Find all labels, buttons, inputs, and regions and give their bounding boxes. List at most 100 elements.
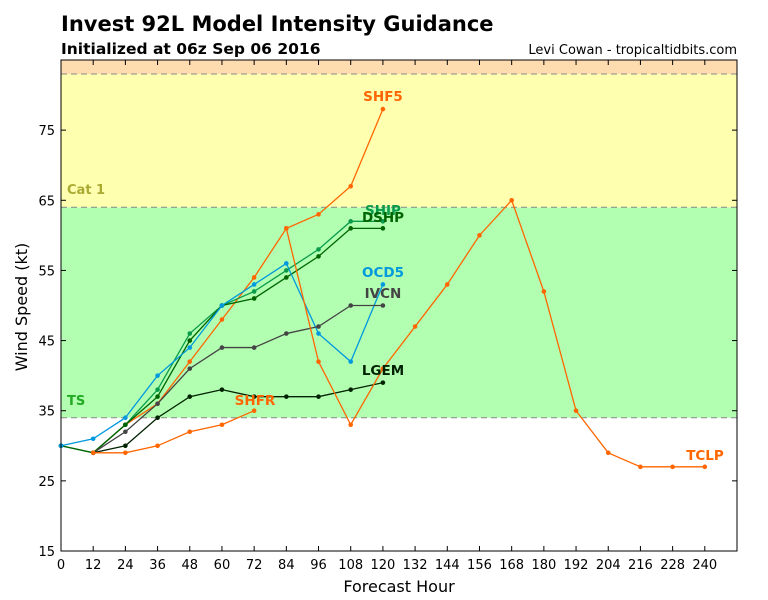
x-tick-label: 48 [181, 558, 198, 573]
y-axis-label: Wind Speed (kt) [12, 243, 31, 372]
data-point [284, 261, 289, 266]
x-tick-label: 180 [531, 558, 556, 573]
x-tick-label: 192 [564, 558, 589, 573]
model-series [58, 106, 708, 470]
x-tick-label: 156 [467, 558, 492, 573]
data-point [316, 324, 321, 329]
y-tick-label: 75 [38, 124, 55, 139]
data-point [123, 415, 128, 421]
data-point [251, 296, 257, 301]
data-point [348, 303, 354, 308]
x-tick-label: 132 [403, 558, 428, 573]
data-point [187, 366, 193, 371]
data-point [155, 401, 160, 407]
data-point [155, 387, 160, 392]
data-point [251, 282, 257, 287]
data-point [219, 387, 225, 392]
data-point [251, 408, 257, 414]
x-tick-label: 240 [692, 558, 717, 573]
data-point [348, 219, 354, 224]
data-point [187, 429, 193, 435]
data-point [187, 331, 193, 336]
data-point [219, 422, 225, 428]
data-point [541, 289, 547, 294]
data-point [219, 345, 225, 350]
series-label-ivcn: IVCN [365, 286, 402, 302]
data-point [477, 233, 482, 238]
data-point [219, 317, 225, 322]
x-tick-label: 12 [85, 558, 102, 573]
chart-subtitle: Initialized at 06z Sep 06 2016 [61, 40, 320, 58]
data-point [380, 226, 386, 231]
series-line [285, 199, 705, 468]
series-line [93, 410, 255, 454]
data-point [251, 394, 257, 399]
data-point [187, 345, 193, 350]
data-point [187, 359, 193, 364]
data-point [251, 275, 257, 280]
data-point [123, 443, 128, 449]
series-label-shf5: SHF5 [363, 89, 403, 105]
data-point [284, 275, 289, 280]
x-axis-label: Forecast Hour [343, 577, 455, 596]
chart-title: Invest 92L Model Intensity Guidance [61, 12, 494, 36]
data-point [380, 282, 386, 287]
data-point [90, 436, 96, 442]
y-tick-label: 55 [38, 264, 55, 279]
series-ocd5 [58, 261, 386, 449]
data-point [187, 394, 193, 399]
x-tick-label: 36 [149, 558, 166, 573]
data-point [284, 268, 289, 273]
data-point [251, 345, 257, 350]
data-point [155, 443, 160, 449]
data-point [573, 408, 579, 414]
threshold-lines [61, 73, 737, 419]
series-label-tclp: TCLP [686, 448, 724, 464]
band-label: Cat 1 [67, 183, 105, 198]
y-axis-ticks: 15 25 35 45 55 65 75 [38, 124, 737, 560]
band-labels: TS Cat 1 [67, 183, 105, 409]
data-point [702, 464, 708, 470]
data-point [155, 415, 160, 421]
x-tick-label: 204 [596, 558, 621, 573]
band-cat-1 [61, 74, 737, 208]
data-point [316, 247, 321, 252]
x-tick-label: 24 [117, 558, 134, 573]
x-tick-label: 96 [310, 558, 327, 573]
band-cat2 [61, 60, 737, 75]
data-point [348, 422, 354, 428]
data-point [380, 219, 386, 224]
data-point [155, 373, 160, 378]
y-tick-label: 65 [38, 194, 55, 209]
data-point [90, 450, 96, 456]
data-point [348, 183, 354, 189]
series-tclp [284, 197, 708, 470]
data-point [284, 331, 289, 336]
band-ts [61, 207, 737, 418]
data-point [444, 282, 450, 287]
data-point [509, 197, 514, 203]
data-point [155, 394, 160, 399]
x-tick-label: 84 [278, 558, 295, 573]
series-label-lgem: LGEM [362, 363, 404, 379]
data-point [316, 212, 321, 217]
series-shfr [90, 408, 257, 456]
data-point [123, 422, 128, 428]
data-point [380, 106, 386, 112]
data-point [638, 464, 643, 470]
band-label: TS [67, 394, 85, 409]
data-point [380, 303, 386, 308]
data-point [123, 429, 128, 435]
series-label-ship: SHIP [365, 203, 401, 219]
y-tick-label: 35 [38, 405, 55, 420]
x-tick-label: 72 [246, 558, 263, 573]
data-point [316, 254, 321, 259]
data-point [251, 289, 257, 294]
x-tick-label: 228 [660, 558, 685, 573]
data-point [284, 226, 289, 231]
series-label-dshp: DSHP [362, 210, 404, 226]
data-point [380, 380, 386, 385]
series-line [92, 304, 383, 454]
data-point [187, 338, 193, 343]
